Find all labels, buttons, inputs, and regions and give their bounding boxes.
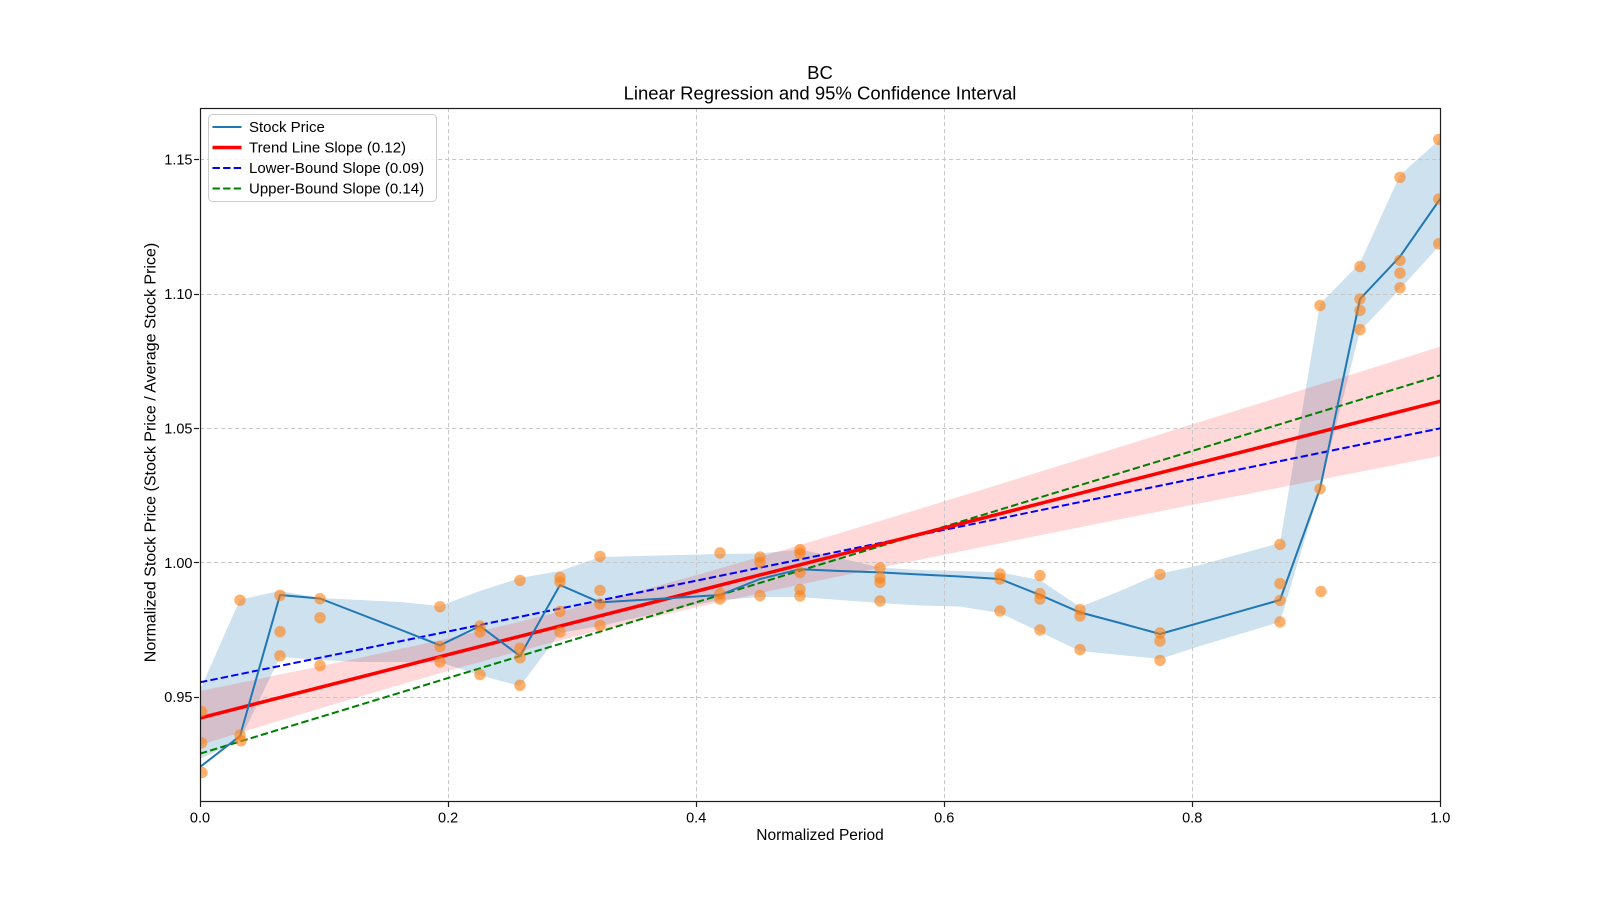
svg-text:Normalized Period: Normalized Period (756, 827, 884, 844)
svg-text:0.0: 0.0 (190, 811, 210, 827)
svg-text:Trend Line Slope (0.12): Trend Line Slope (0.12) (249, 140, 406, 157)
svg-text:0.2: 0.2 (438, 811, 458, 827)
svg-text:1.0: 1.0 (1430, 811, 1450, 827)
svg-text:BC: BC (807, 62, 833, 83)
svg-text:Upper-Bound Slope (0.14): Upper-Bound Slope (0.14) (249, 181, 424, 198)
svg-text:1.05: 1.05 (164, 421, 192, 437)
svg-text:0.95: 0.95 (164, 690, 192, 706)
svg-text:Normalized Stock Price (Stock: Normalized Stock Price (Stock Price / Av… (143, 243, 160, 662)
svg-text:1.10: 1.10 (164, 287, 192, 303)
svg-text:Stock Price: Stock Price (249, 119, 325, 136)
svg-text:Linear Regression and 95% Conf: Linear Regression and 95% Confidence Int… (624, 83, 1017, 104)
svg-text:1.00: 1.00 (164, 556, 192, 572)
svg-text:0.6: 0.6 (934, 811, 954, 827)
svg-text:0.8: 0.8 (1182, 811, 1202, 827)
svg-text:0.4: 0.4 (686, 811, 706, 827)
svg-text:1.15: 1.15 (164, 153, 192, 169)
svg-text:Lower-Bound Slope (0.09): Lower-Bound Slope (0.09) (249, 160, 424, 177)
